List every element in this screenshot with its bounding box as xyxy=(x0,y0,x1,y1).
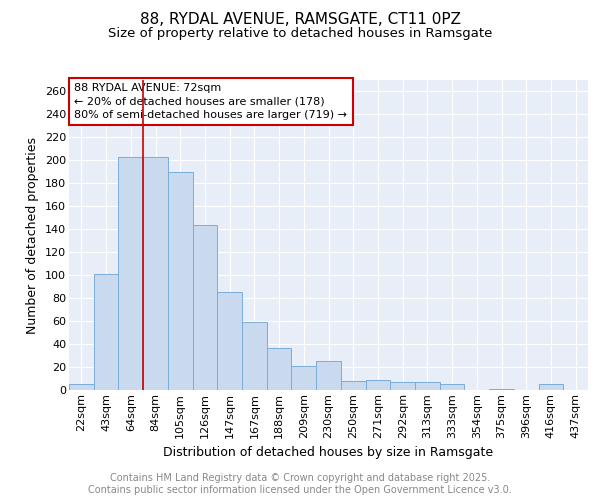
Text: Contains HM Land Registry data © Crown copyright and database right 2025.
Contai: Contains HM Land Registry data © Crown c… xyxy=(88,474,512,495)
Bar xyxy=(168,172,193,390)
Bar xyxy=(267,348,292,390)
Bar xyxy=(489,389,514,390)
Bar xyxy=(94,274,118,390)
Bar xyxy=(242,322,267,390)
Bar xyxy=(440,384,464,390)
Text: 88, RYDAL AVENUE, RAMSGATE, CT11 0PZ: 88, RYDAL AVENUE, RAMSGATE, CT11 0PZ xyxy=(139,12,461,28)
Bar xyxy=(365,380,390,390)
Bar xyxy=(217,292,242,390)
X-axis label: Distribution of detached houses by size in Ramsgate: Distribution of detached houses by size … xyxy=(163,446,494,459)
Bar xyxy=(539,384,563,390)
Bar xyxy=(390,382,415,390)
Bar xyxy=(415,382,440,390)
Bar xyxy=(69,384,94,390)
Text: 88 RYDAL AVENUE: 72sqm
← 20% of detached houses are smaller (178)
80% of semi-de: 88 RYDAL AVENUE: 72sqm ← 20% of detached… xyxy=(74,83,347,120)
Text: Size of property relative to detached houses in Ramsgate: Size of property relative to detached ho… xyxy=(108,28,492,40)
Bar xyxy=(143,157,168,390)
Bar xyxy=(316,362,341,390)
Bar xyxy=(341,381,365,390)
Y-axis label: Number of detached properties: Number of detached properties xyxy=(26,136,40,334)
Bar xyxy=(193,224,217,390)
Bar xyxy=(118,157,143,390)
Bar xyxy=(292,366,316,390)
